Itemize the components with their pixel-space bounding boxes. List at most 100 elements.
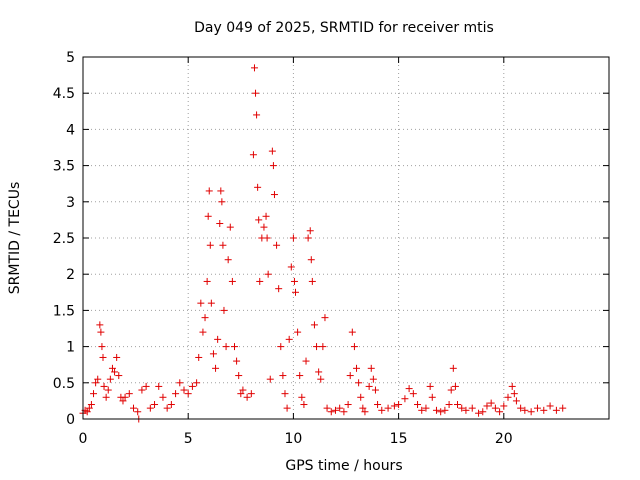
data-point <box>193 379 201 387</box>
data-point <box>222 343 230 351</box>
data-point <box>428 393 436 401</box>
data-point <box>279 372 287 380</box>
data-point <box>310 321 318 329</box>
y-tick-label: 3 <box>66 195 75 211</box>
data-point <box>371 386 379 394</box>
data-point <box>475 409 483 417</box>
data-point <box>307 256 315 264</box>
data-points <box>79 64 567 423</box>
data-point <box>527 408 535 416</box>
data-point <box>146 404 154 412</box>
data-point <box>294 328 302 336</box>
data-point <box>317 375 325 383</box>
data-point <box>361 408 369 416</box>
y-tick-label: 0 <box>66 412 75 428</box>
data-point <box>266 375 274 383</box>
data-point <box>304 234 312 242</box>
data-point <box>510 390 518 398</box>
data-point <box>119 397 127 405</box>
data-point <box>500 402 508 410</box>
data-point <box>378 406 386 414</box>
data-point <box>512 397 520 405</box>
data-point <box>445 401 453 409</box>
data-point <box>479 408 487 416</box>
data-point <box>353 364 361 372</box>
data-point <box>405 385 413 393</box>
y-tick-label: 4 <box>66 122 75 138</box>
data-point <box>508 382 516 390</box>
data-point <box>401 395 409 403</box>
data-point <box>151 401 159 409</box>
data-point <box>99 353 107 361</box>
y-tick-label: 1.5 <box>53 303 75 319</box>
data-point <box>96 321 104 329</box>
data-point <box>235 372 243 380</box>
data-point <box>224 256 232 264</box>
data-point <box>287 263 295 271</box>
data-point <box>98 343 106 351</box>
data-point <box>104 386 112 394</box>
data-point <box>206 241 214 249</box>
data-point <box>313 343 321 351</box>
data-point <box>340 408 348 416</box>
data-point <box>504 393 512 401</box>
data-point <box>491 404 499 412</box>
data-point <box>315 368 323 376</box>
data-point <box>447 386 455 394</box>
data-point <box>559 404 567 412</box>
data-point <box>250 64 258 72</box>
data-point <box>239 386 247 394</box>
data-point <box>204 212 212 220</box>
data-point <box>262 212 270 220</box>
x-tick-label: 10 <box>284 431 302 447</box>
data-point <box>422 404 430 412</box>
data-point <box>367 364 375 372</box>
data-point <box>462 406 470 414</box>
data-point <box>207 299 215 307</box>
data-point <box>113 353 121 361</box>
data-point <box>260 223 268 231</box>
data-point <box>418 406 426 414</box>
data-point <box>409 390 417 398</box>
data-point <box>195 353 203 361</box>
data-point <box>85 404 93 412</box>
data-point <box>306 227 314 235</box>
y-axis-label: SRMTID / TECUs <box>7 182 23 295</box>
data-point <box>263 234 271 242</box>
data-point <box>365 382 373 390</box>
data-point <box>214 335 222 343</box>
data-point <box>203 277 211 285</box>
data-point <box>228 277 236 285</box>
data-point <box>115 372 123 380</box>
data-point <box>496 408 504 416</box>
data-point <box>458 404 466 412</box>
data-point <box>253 111 261 119</box>
tick-labels: 0 0.5 1 1.5 2 2.5 3 3.5 4 4.5 5 0 5 10 15 20 <box>53 50 513 447</box>
data-point <box>289 234 297 242</box>
data-point <box>369 375 377 383</box>
data-point <box>264 270 272 278</box>
data-point <box>281 390 289 398</box>
y-tick-label: 2 <box>66 267 75 283</box>
x-axis-label: GPS time / hours <box>285 458 402 474</box>
data-point <box>237 390 245 398</box>
x-tick-label: 0 <box>79 431 88 447</box>
data-point <box>483 402 491 410</box>
data-point <box>83 408 91 416</box>
data-point <box>255 216 263 224</box>
data-point <box>155 382 163 390</box>
data-point <box>468 404 476 412</box>
data-point <box>426 382 434 390</box>
data-point <box>125 390 133 398</box>
data-point <box>111 368 119 376</box>
data-point <box>336 404 344 412</box>
data-point <box>437 408 445 416</box>
plot-frame <box>82 56 610 420</box>
data-point <box>344 401 352 409</box>
data-point <box>300 401 308 409</box>
x-tick-label: 20 <box>495 431 513 447</box>
data-point <box>226 223 234 231</box>
data-point <box>454 401 462 409</box>
data-point <box>283 404 291 412</box>
chart-title: Day 049 of 2025, SRMTID for receiver mti… <box>194 20 494 36</box>
